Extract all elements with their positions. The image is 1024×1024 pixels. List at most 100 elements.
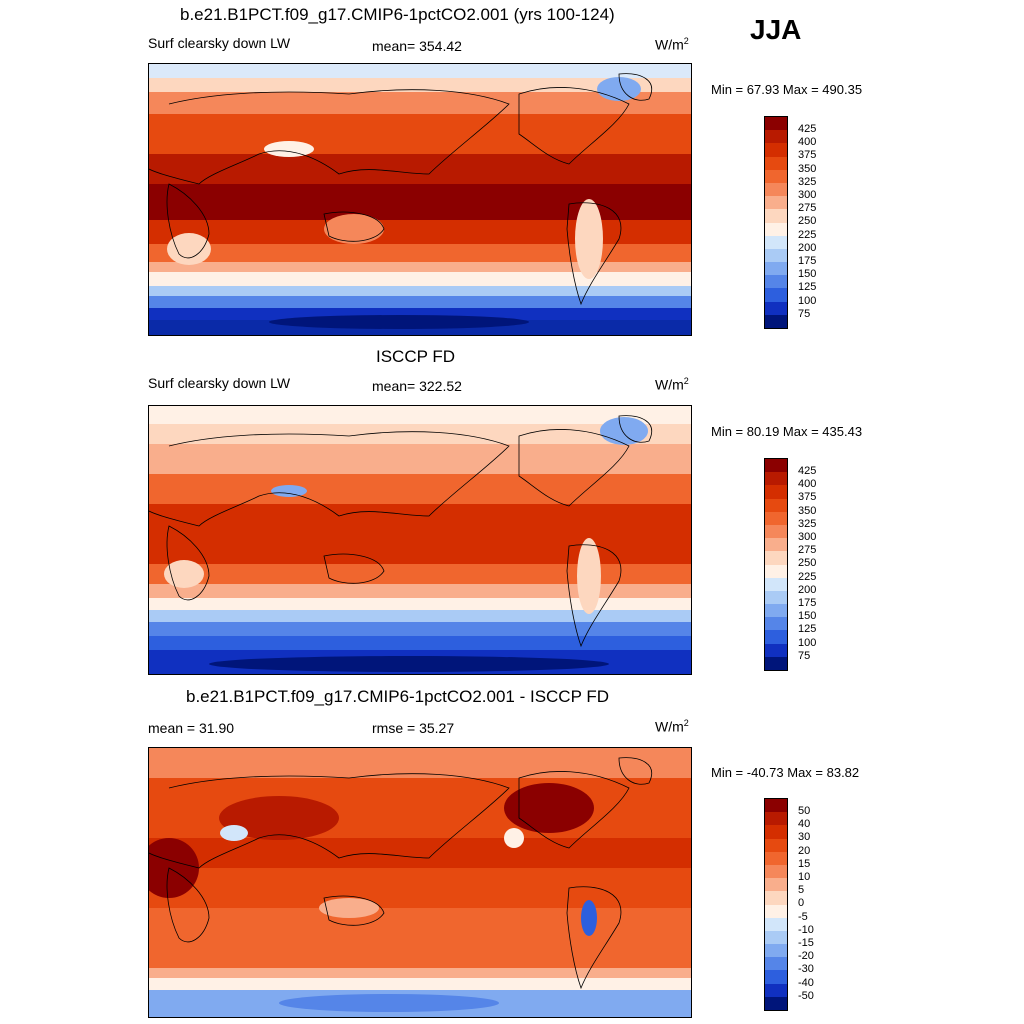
colorbar-swatch <box>765 825 787 839</box>
colorbar-swatch <box>765 314 787 328</box>
colorbar-swatch <box>765 222 787 236</box>
colorbar-swatch <box>765 944 787 958</box>
colorbar-label: 0 <box>798 897 805 910</box>
colorbar-swatch <box>765 485 787 499</box>
panel2-map-field <box>149 406 691 674</box>
panel1-title: b.e21.B1PCT.f09_g17.CMIP6-1pctCO2.001 (y… <box>180 5 615 24</box>
colorbar-swatch <box>765 538 787 552</box>
colorbar-label: 200 <box>798 583 817 596</box>
colorbar-swatch <box>765 275 787 289</box>
colorbar-swatch <box>765 878 787 892</box>
colorbar-swatch <box>765 983 787 997</box>
panel2-colorbar-labels: 425 400 375 350 325 300 275 250 225 200 … <box>798 465 838 665</box>
colorbar-label: 325 <box>798 175 817 188</box>
panel1-minmax: Min = 67.93 Max = 490.35 <box>711 82 863 97</box>
colorbar-label: 100 <box>798 294 817 307</box>
colorbar-label: 20 <box>798 844 811 857</box>
colorbar-swatch <box>765 524 787 539</box>
colorbar-label: 50 <box>798 805 811 817</box>
colorbar-label: 175 <box>798 597 817 609</box>
colorbar-swatch <box>765 196 787 210</box>
panel2-title: ISCCP FD <box>376 347 456 366</box>
colorbar-label: 150 <box>798 610 817 623</box>
panel3-colorbar: 50 40 30 20 15 10 5 0 -5 -10 -15 -20 -30… <box>764 798 814 1011</box>
colorbar-swatch <box>765 130 787 144</box>
colorbar-swatch <box>765 799 787 813</box>
panel2-mean-label: mean= 322.52 <box>372 378 462 394</box>
colorbar-label: 275 <box>798 544 817 557</box>
panel3-minmax: Min = -40.73 Max = 83.82 <box>711 765 860 780</box>
colorbar-swatch <box>765 864 787 879</box>
colorbar-swatch <box>765 262 787 276</box>
colorbar-swatch <box>765 838 787 852</box>
panel1-mean-label: mean= 354.42 <box>372 38 462 54</box>
panel1-colorbar-swatches <box>764 116 788 329</box>
colorbar-swatch <box>765 577 787 591</box>
colorbar-swatch <box>765 156 787 170</box>
panel2-units: W/m2 <box>655 376 689 393</box>
colorbar-label: 125 <box>798 623 817 636</box>
colorbar-swatch <box>765 604 787 618</box>
colorbar-label: 275 <box>798 202 817 215</box>
colorbar-swatch <box>765 590 787 605</box>
colorbar-swatch <box>765 551 787 565</box>
colorbar-swatch <box>765 891 787 905</box>
colorbar-swatch <box>765 169 787 183</box>
colorbar-label: 100 <box>798 636 817 649</box>
panel2-variable-label: Surf clearsky down LW <box>148 375 291 391</box>
colorbar-swatch <box>765 851 787 865</box>
colorbar-label: 300 <box>798 531 817 543</box>
colorbar-label: 5 <box>798 884 805 897</box>
panel3-colorbar-labels: 50 40 30 20 15 10 5 0 -5 -10 -15 -20 -30… <box>798 805 838 1005</box>
colorbar-label: 400 <box>798 478 817 491</box>
colorbar-label: 200 <box>798 241 817 254</box>
panel1-units: W/m2 <box>655 36 689 53</box>
panel1-colorbar: 425 400 375 350 325 300 275 250 225 200 … <box>764 116 816 329</box>
colorbar-label: 225 <box>798 228 817 241</box>
panel1-colorbar-labels: 425 400 375 350 325 300 275 250 225 200 … <box>798 123 838 323</box>
panel3-units: W/m2 <box>655 718 689 735</box>
colorbar-swatch <box>765 904 787 918</box>
colorbar-label: -30 <box>798 963 814 976</box>
colorbar-label: 425 <box>798 465 817 477</box>
colorbar-swatch <box>765 288 787 302</box>
panel1-variable-label: Surf clearsky down LW <box>148 35 291 51</box>
colorbar-label: 10 <box>798 871 811 883</box>
colorbar-label: 325 <box>798 517 817 530</box>
colorbar-label: 150 <box>798 268 817 281</box>
colorbar-label: 425 <box>798 123 817 135</box>
colorbar-label: 30 <box>798 831 811 844</box>
panel3-mean-label: mean = 31.90 <box>148 720 235 736</box>
colorbar-label: -10 <box>798 923 814 936</box>
colorbar-swatch <box>765 643 787 657</box>
colorbar-swatch <box>765 957 787 971</box>
colorbar-label: 40 <box>798 818 811 831</box>
colorbar-label: 15 <box>798 857 811 870</box>
colorbar-swatch <box>765 498 787 512</box>
colorbar-label: 375 <box>798 491 817 504</box>
panel2-minmax: Min = 80.19 Max = 435.43 <box>711 424 863 439</box>
colorbar-swatch <box>765 930 787 945</box>
colorbar-label: 175 <box>798 255 817 267</box>
colorbar-label: 400 <box>798 136 817 149</box>
colorbar-swatch <box>765 617 787 631</box>
colorbar-swatch <box>765 917 787 931</box>
panel3-map-field <box>149 748 691 1017</box>
panel2-colorbar-swatches <box>764 458 788 671</box>
colorbar-swatch <box>765 248 787 263</box>
colorbar-label: -20 <box>798 950 814 963</box>
colorbar-swatch <box>765 656 787 670</box>
colorbar-swatch <box>765 472 787 486</box>
season-label: JJA <box>750 14 802 45</box>
panel1-map-field <box>149 64 691 335</box>
colorbar-label: -50 <box>798 989 814 1002</box>
panel2-map <box>148 405 692 675</box>
colorbar-swatch <box>765 511 787 525</box>
colorbar-swatch <box>765 564 787 578</box>
colorbar-label: 300 <box>798 189 817 201</box>
colorbar-swatch <box>765 812 787 826</box>
colorbar-label: 250 <box>798 215 817 228</box>
colorbar-label: 375 <box>798 149 817 162</box>
colorbar-swatch <box>765 459 787 473</box>
colorbar-swatch <box>765 996 787 1010</box>
